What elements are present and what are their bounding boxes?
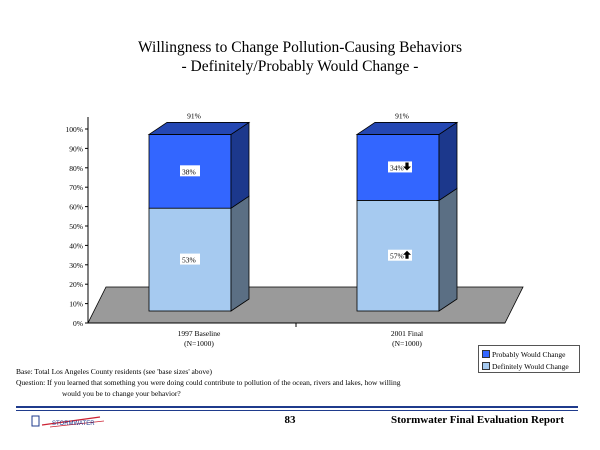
- stacked-bar-chart: 0% 10% 20% 30% 40% 50% 60% 70% 80% 90% 100% 53% 38% 9…: [66, 111, 524, 348]
- y-tick-label: 0%: [73, 319, 83, 328]
- legend-item-probably: Probably Would Change: [482, 348, 576, 360]
- bar-side: [438, 121, 458, 202]
- x-category-label: 1997 Baseline: [178, 329, 221, 338]
- legend-label-definitely: Definitely Would Change: [492, 361, 569, 371]
- legend-label-probably: Probably Would Change: [492, 349, 566, 359]
- data-label: 57%: [390, 252, 404, 261]
- chart-legend: Probably Would Change Definitely Would C…: [478, 345, 580, 373]
- data-label: 34%: [390, 163, 404, 172]
- y-tick-label: 50%: [69, 222, 83, 231]
- bar-top: [355, 122, 459, 135]
- footer-rule-thin: [16, 410, 578, 411]
- data-label: 53%: [182, 256, 196, 265]
- bar-side: [230, 195, 250, 312]
- y-tick-label: 10%: [69, 300, 83, 309]
- y-tick-label: 20%: [69, 280, 83, 289]
- total-label: 91%: [187, 111, 201, 120]
- data-label-bg: [180, 165, 200, 177]
- legend-swatch-definitely: [482, 362, 490, 370]
- legend-swatch-probably: [482, 350, 490, 358]
- x-category-label: 2001 Final: [391, 329, 423, 338]
- legend-item-definitely: Definitely Would Change: [482, 360, 576, 372]
- stormwater-logo: STORMWATER: [31, 415, 105, 428]
- data-label-bg: [388, 161, 412, 173]
- page-number: 83: [284, 414, 296, 426]
- report-title: Stormwater Final Evaluation Report: [390, 414, 564, 426]
- bar-side: [438, 187, 458, 312]
- chart-title: Willingness to Change Pollution-Causing …: [138, 39, 462, 56]
- data-label-bg: [180, 253, 200, 265]
- total-label: 91%: [395, 111, 409, 120]
- question-note: Question: If you learned that something …: [16, 378, 401, 387]
- y-tick-label: 90%: [69, 144, 83, 153]
- y-tick-label: 40%: [69, 241, 83, 250]
- y-tick-label: 30%: [69, 261, 83, 270]
- y-tick-label: 70%: [69, 183, 83, 192]
- footer-rule: [16, 406, 578, 408]
- question-note-continued: would you be to change your behavior?: [62, 389, 181, 398]
- chart-subtitle: - Definitely/Probably Would Change -: [181, 58, 419, 75]
- bar-top: [147, 122, 251, 135]
- data-label: 38%: [182, 167, 196, 176]
- data-label-bg: [388, 249, 412, 261]
- x-category-label: (N=1000): [184, 339, 214, 348]
- y-tick-label: 100%: [66, 125, 84, 134]
- x-category-label: (N=1000): [392, 339, 422, 348]
- arrow-up-icon: [403, 250, 411, 259]
- svg-text:STORMWATER: STORMWATER: [52, 421, 95, 427]
- y-tick-label: 60%: [69, 203, 83, 212]
- bar-side: [230, 121, 250, 209]
- y-tick-label: 80%: [69, 164, 83, 173]
- arrow-down-icon: [403, 162, 411, 171]
- base-note: Base: Total Los Angeles County residents…: [16, 367, 212, 376]
